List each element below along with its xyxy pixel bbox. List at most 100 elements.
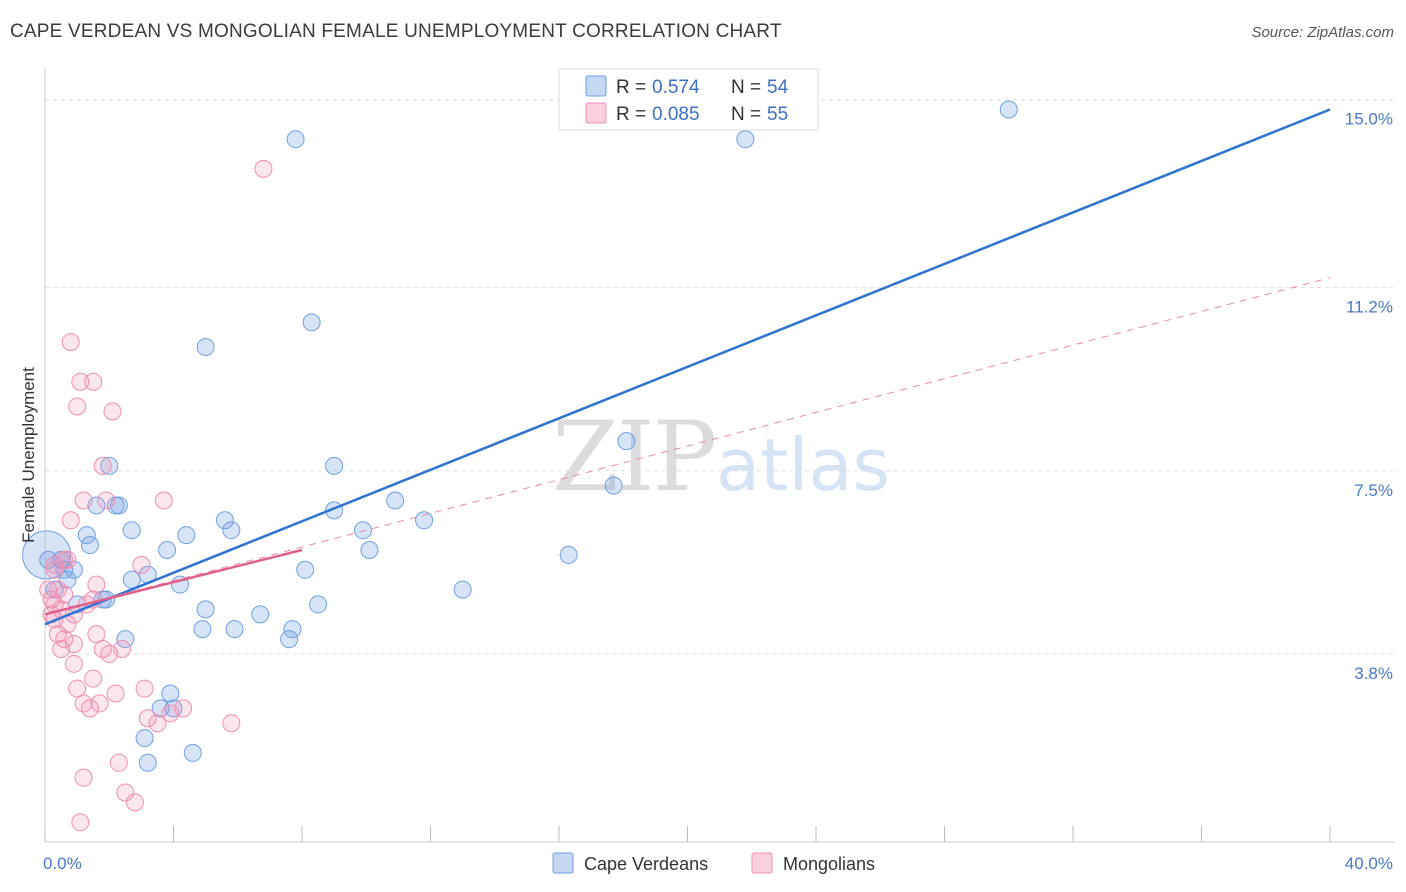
point-cape-verdeans-7 xyxy=(77,526,96,545)
point-mongolians-42 xyxy=(132,555,151,574)
point-cape-verdeans-4 xyxy=(58,570,77,589)
point-mongolians-40 xyxy=(116,783,135,802)
point-mongolians-34 xyxy=(97,491,116,510)
chart-title: CAPE VERDEAN VS MONGOLIAN FEMALE UNEMPLO… xyxy=(10,21,782,42)
point-cape-verdeans-28 xyxy=(193,620,212,639)
point-cape-verdeans-36 xyxy=(283,620,302,639)
point-cape-verdeans-27 xyxy=(183,743,202,762)
point-cape-verdeans-51 xyxy=(736,130,755,149)
point-mongolians-31 xyxy=(90,694,109,713)
point-cape-verdeans-33 xyxy=(222,521,241,540)
point-mongolians-52 xyxy=(45,560,64,579)
legend-swatch-blue xyxy=(585,75,607,97)
point-mongolians-46 xyxy=(154,491,173,510)
point-mongolians-41 xyxy=(125,793,144,812)
watermark: ZIP atlas xyxy=(552,401,890,513)
watermark-zip: ZIP xyxy=(552,401,715,513)
point-mongolians-50 xyxy=(254,159,273,178)
legend-swatch-cape-verdeans xyxy=(552,852,574,874)
point-cape-verdeans-21 xyxy=(151,699,170,718)
legend-r-label-pink: R = xyxy=(616,104,646,125)
point-mongolians-13 xyxy=(61,333,80,352)
legend-swatch-pink xyxy=(585,102,607,124)
point-mongolians-43 xyxy=(135,679,154,698)
axes xyxy=(44,68,1395,843)
point-mongolians-14 xyxy=(61,511,80,530)
y-tick-label-3: 15.0% xyxy=(1345,110,1393,129)
legend-n-label-blue: N = xyxy=(731,77,761,98)
point-cape-verdeans-15 xyxy=(116,630,135,649)
trend-line-mongolians-extended xyxy=(44,277,1331,615)
point-cape-verdeans-18 xyxy=(135,729,154,748)
point-cape-verdeans-41 xyxy=(325,456,344,475)
grid-lines xyxy=(45,99,1395,655)
point-mongolians-36 xyxy=(103,402,122,421)
point-mongolians-38 xyxy=(109,753,128,772)
point-mongolians-39 xyxy=(113,639,132,658)
series-legend: Cape Verdeans Mongolians xyxy=(552,852,875,874)
point-cape-verdeans-24 xyxy=(164,699,183,718)
point-mongolians-30 xyxy=(87,625,106,644)
point-mongolians-19 xyxy=(68,679,87,698)
legend-label-mongolians: Mongolians xyxy=(783,854,875,874)
point-cape-verdeans-50 xyxy=(617,432,636,451)
point-cape-verdeans-34 xyxy=(251,605,270,624)
point-mongolians-20 xyxy=(71,372,90,391)
legend-label-cape-verdeans: Cape Verdeans xyxy=(584,854,708,874)
x-tick-label-min: 0.0% xyxy=(43,854,82,873)
point-mongolians-10 xyxy=(55,630,74,649)
point-cape-verdeans-48 xyxy=(559,545,578,564)
point-cape-verdeans-19 xyxy=(138,753,157,772)
legend-n-label-pink: N = xyxy=(731,104,761,125)
point-cape-verdeans-32 xyxy=(215,511,234,530)
series-mongolians-points xyxy=(39,159,273,832)
point-cape-verdeans-22 xyxy=(158,540,177,559)
point-cape-verdeans-37 xyxy=(296,560,315,579)
legend-n-value-pink: 55 xyxy=(767,104,788,125)
point-mongolians-29 xyxy=(87,575,106,594)
point-mongolians-44 xyxy=(138,709,157,728)
legend-r-value-blue: 0.574 xyxy=(652,77,700,98)
point-cape-verdeans-16 xyxy=(122,570,141,589)
series-cape-verdeans-points xyxy=(22,100,1018,772)
point-cape-verdeans-46 xyxy=(415,511,434,530)
legend-n-value-blue: 54 xyxy=(767,77,789,98)
point-mongolians-45 xyxy=(148,714,167,733)
legend-r-value-pink: 0.085 xyxy=(652,104,700,125)
y-tick-labels: 3.8% 7.5% 11.2% 15.0% xyxy=(1345,110,1393,683)
point-cape-verdeans-39 xyxy=(302,313,321,332)
point-cape-verdeans-8 xyxy=(80,536,99,555)
point-cape-verdeans-43 xyxy=(354,521,373,540)
point-mongolians-33 xyxy=(93,456,112,475)
point-cape-verdeans-31 xyxy=(225,620,244,639)
watermark-atlas: atlas xyxy=(716,423,890,507)
point-mongolians-18 xyxy=(68,397,87,416)
y-tick-label-0: 3.8% xyxy=(1354,664,1393,683)
legend-r-label-blue: R = xyxy=(616,77,646,98)
point-cape-verdeans-40 xyxy=(309,595,328,614)
point-mongolians-15 xyxy=(64,654,83,673)
point-mongolians-27 xyxy=(84,669,103,688)
chart-source: Source: ZipAtlas.com xyxy=(1251,24,1394,41)
trend-line-cape-verdeans xyxy=(44,108,1331,626)
y-tick-label-1: 7.5% xyxy=(1354,481,1393,500)
point-cape-verdeans-52 xyxy=(999,100,1018,119)
point-mongolians-53 xyxy=(55,550,74,569)
point-cape-verdeans-12 xyxy=(100,456,119,475)
trend-line-mongolians xyxy=(44,548,303,616)
point-cape-verdeans-29 xyxy=(196,600,215,619)
point-cape-verdeans-49 xyxy=(604,476,623,495)
stats-legend: R = 0.574 N = 54 R = 0.085 N = 55 xyxy=(558,68,819,131)
point-cape-verdeans-26 xyxy=(177,526,196,545)
point-mongolians-21 xyxy=(74,491,93,510)
point-cape-verdeans-38 xyxy=(286,130,305,149)
point-mongolians-23 xyxy=(74,768,93,787)
point-mongolians-49 xyxy=(222,714,241,733)
point-cape-verdeans-35 xyxy=(280,630,299,649)
point-mongolians-25 xyxy=(80,699,99,718)
point-mongolians-51 xyxy=(71,813,90,832)
point-cape-verdeans-17 xyxy=(122,521,141,540)
x-tick-labels: 0.0% 40.0% xyxy=(43,854,1393,873)
point-cape-verdeans-23 xyxy=(161,684,180,703)
